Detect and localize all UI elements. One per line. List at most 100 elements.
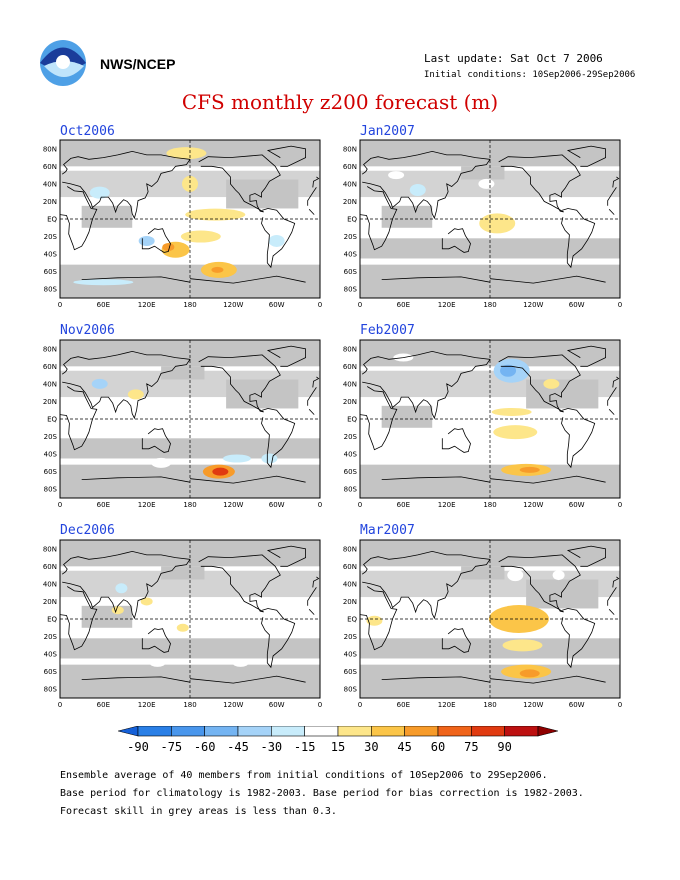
page-title: CFS monthly z200 forecast (m) (181, 90, 499, 114)
map-frame (359, 339, 621, 499)
anomaly-area (493, 425, 538, 440)
lat-tick-label: 60S (344, 268, 358, 276)
lon-tick-label: 0 (58, 301, 62, 309)
lat-tick-label: 20N (343, 598, 357, 606)
coastline (360, 186, 398, 251)
coastline (307, 187, 317, 206)
low-skill-area (60, 638, 320, 659)
colorbar-swatch (504, 726, 539, 737)
lat-tick-label: 40S (44, 651, 58, 659)
coastline (189, 675, 306, 684)
lon-tick-label: 60E (397, 701, 410, 709)
lat-tick-label: 40S (344, 651, 358, 659)
coastline (308, 209, 315, 215)
coastline (361, 350, 491, 420)
coastline (381, 276, 491, 283)
lat-tick-label: 40N (343, 580, 357, 588)
lat-tick-label: 60N (43, 563, 57, 571)
map-frame (59, 339, 321, 499)
anomaly-area (519, 466, 540, 473)
lon-tick-label: 120W (223, 501, 243, 509)
lon-tick-label: 0 (318, 501, 322, 509)
lon-tick-label: 60W (569, 501, 585, 509)
coastline (141, 228, 171, 253)
last-update: Last update: Sat Oct 7 2006 (424, 52, 603, 65)
colorbar-label: -15 (293, 740, 316, 754)
coastline (198, 154, 281, 213)
low-skill-area (226, 179, 299, 209)
coastline (261, 408, 296, 469)
colorbar-label: 75 (464, 740, 479, 754)
low-skill-area (526, 579, 599, 609)
lat-tick-label: 80S (344, 486, 358, 494)
lat-tick-label: 20S (44, 233, 58, 241)
lon-tick-label: 120W (223, 701, 243, 709)
coastline (61, 150, 191, 220)
coastline (608, 409, 615, 415)
lon-tick-label: 120E (438, 301, 456, 309)
coastline (61, 350, 191, 420)
anomaly-area (519, 669, 540, 678)
panel-title-nov2006: Nov2006 (60, 323, 115, 338)
map-frame (59, 139, 321, 299)
coastline (566, 545, 607, 567)
anomaly-area (543, 378, 560, 389)
lat-tick-label: 20S (44, 633, 58, 641)
lon-tick-label: 180 (483, 701, 496, 709)
lat-tick-label: 60S (44, 468, 58, 476)
coastline (561, 608, 596, 669)
lat-tick-label: 60N (343, 563, 357, 571)
anomaly-area (478, 178, 495, 189)
anomaly-area (140, 597, 153, 606)
lat-tick-label: 20N (43, 598, 57, 606)
low-skill-area (360, 238, 620, 259)
coastline (307, 587, 317, 606)
coastline (489, 275, 606, 284)
lat-tick-label: 80S (44, 486, 58, 494)
org-label: NWS/NCEP (100, 56, 176, 72)
coastline (489, 475, 606, 484)
lon-tick-label: 180 (483, 501, 496, 509)
anomaly-area (149, 658, 166, 667)
coastline (608, 609, 615, 615)
lat-tick-label: 40N (43, 380, 57, 388)
lon-tick-label: 0 (58, 701, 62, 709)
low-skill-area (81, 605, 133, 628)
low-skill-area (161, 366, 205, 380)
coastline (489, 675, 606, 684)
coastline (441, 628, 471, 653)
coastline (498, 154, 581, 213)
anomaly-area (91, 378, 108, 389)
coastline (361, 550, 491, 620)
lon-tick-label: 0 (358, 501, 362, 509)
anomaly-area (127, 389, 144, 400)
colorbar-swatch (304, 726, 339, 737)
lon-tick-label: 0 (318, 301, 322, 309)
low-skill-area (461, 566, 505, 580)
colorbar-label: -90 (127, 740, 149, 754)
lon-tick-label: 0 (618, 501, 622, 509)
anomaly-area (151, 457, 172, 468)
anomaly-area (491, 407, 532, 416)
lon-tick-label: 120E (138, 301, 156, 309)
colorbar-swatch (204, 726, 239, 737)
colorbar-swatch (271, 726, 305, 737)
lon-tick-label: 180 (483, 301, 496, 309)
map-panel-feb2007: 80N 60N 40N 20N EQ 20S 40S 60S 80S 0 60E 120E 180 120… (343, 339, 622, 510)
low-skill-area (161, 566, 205, 580)
lat-tick-label: 20N (43, 398, 57, 406)
anomaly-area (211, 266, 224, 273)
anomaly-area (388, 171, 405, 180)
colorbar-label: -60 (193, 740, 216, 754)
coastline (141, 428, 171, 453)
lat-tick-label: 60S (44, 668, 58, 676)
lat-tick-label: 20N (343, 398, 357, 406)
anomaly-area (73, 279, 134, 286)
lon-tick-label: 180 (183, 701, 196, 709)
coastline (381, 476, 491, 483)
lat-tick-label: 20S (344, 233, 358, 241)
footer-line-3: Forecast skill in grey areas is less tha… (60, 806, 337, 817)
anomaly-area (162, 243, 175, 252)
lat-tick-label: 40N (43, 180, 57, 188)
colorbar-swatch (118, 726, 139, 737)
